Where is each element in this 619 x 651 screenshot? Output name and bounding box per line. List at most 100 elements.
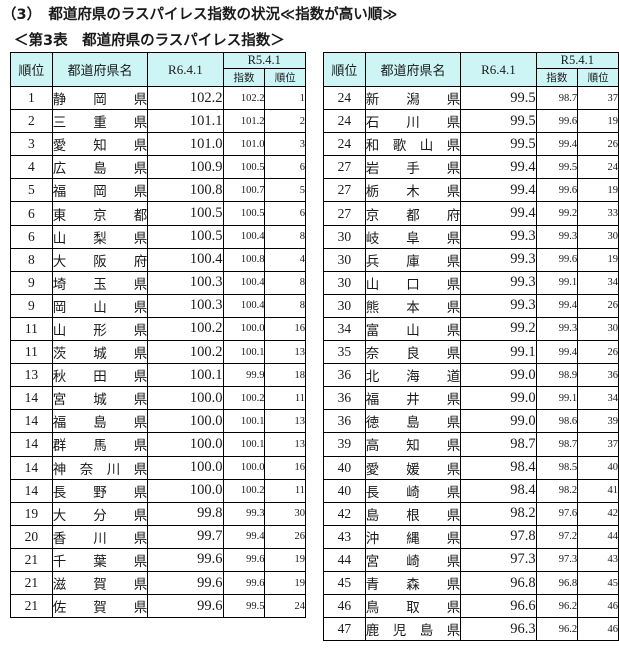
cell-current: 99.6 — [147, 570, 224, 596]
cell-prev-rank: 30 — [577, 224, 619, 249]
table-row: 35 奈 良 県 99.1 99.4 26 — [323, 340, 619, 365]
cell-prefecture: 山 形 県 — [51, 316, 149, 342]
table-row: 42 島 根 県 98.2 97.6 42 — [323, 501, 619, 526]
cell-prefecture: 滋 賀 県 — [51, 570, 149, 596]
cell-current: 98.7 — [460, 432, 537, 457]
cell-prev-rank: 26 — [264, 524, 306, 549]
cell-prefecture: 香 川 県 — [51, 524, 149, 549]
cell-prefecture: 埼 玉 県 — [51, 270, 149, 295]
cell-rank: 20 — [10, 524, 53, 549]
cell-prev-index: 100.1 — [222, 409, 266, 434]
cell-rank: 21 — [10, 547, 53, 572]
cell-prev-index: 100.8 — [222, 247, 266, 272]
cell-rank: 27 — [323, 178, 366, 203]
table-row: 36 徳 島 県 99.0 98.6 39 — [323, 409, 619, 434]
cell-prefecture: 山 口 県 — [364, 270, 462, 295]
cell-current: 100.8 — [147, 178, 224, 203]
cell-prefecture: 福 島 県 — [51, 409, 149, 434]
cell-prev-index: 97.6 — [535, 501, 579, 526]
cell-current: 99.0 — [460, 409, 537, 434]
cell-current: 99.5 — [460, 132, 537, 157]
table-row: 30 岐 阜 県 99.3 99.3 30 — [323, 224, 619, 249]
cell-prefecture: 愛 媛 県 — [364, 455, 462, 480]
cell-current: 97.8 — [460, 524, 537, 549]
cell-rank: 39 — [323, 432, 366, 457]
table-header-right: 順位 都道府県名 R6.4.1 R5.4.1 指数 順位 — [323, 52, 619, 87]
cell-prefecture: 栃 木 県 — [364, 178, 462, 203]
cell-prev-index: 99.5 — [535, 155, 579, 180]
cell-prefecture: 山 梨 県 — [51, 224, 149, 249]
cell-prev-index: 99.6 — [222, 547, 266, 572]
cell-current: 99.0 — [460, 386, 537, 411]
table-row: 27 岩 手 県 99.4 99.5 24 — [323, 155, 619, 180]
cell-prev-rank: 11 — [264, 386, 306, 411]
cell-prev-index: 99.3 — [535, 316, 579, 342]
cell-prefecture: 三 重 県 — [51, 109, 149, 134]
cell-prev-rank: 5 — [264, 178, 306, 203]
cell-prev-rank: 46 — [577, 617, 619, 642]
table-row: 47 鹿 児 島 県 96.3 96.2 46 — [323, 617, 619, 642]
cell-prev-index: 100.7 — [222, 178, 266, 203]
cell-prev-index: 98.6 — [535, 409, 579, 434]
cell-prev-rank: 24 — [577, 155, 619, 180]
cell-prev-rank: 30 — [577, 316, 619, 342]
cell-prev-index: 99.4 — [535, 132, 579, 157]
cell-prev-index: 100.1 — [222, 432, 266, 457]
table-row: 14 宮 城 県 100.0 100.2 11 — [10, 386, 306, 411]
cell-prev-rank: 18 — [264, 363, 306, 388]
col-header-rank: 順位 — [10, 52, 53, 87]
cell-prev-rank: 39 — [577, 409, 619, 434]
cell-prev-index: 98.5 — [535, 455, 579, 480]
cell-prev-rank: 19 — [264, 547, 306, 572]
cell-prev-rank: 37 — [577, 432, 619, 457]
cell-current: 99.8 — [147, 501, 224, 526]
cell-rank: 14 — [10, 386, 53, 411]
cell-prefecture: 石 川 県 — [364, 109, 462, 134]
cell-prev-index: 98.2 — [535, 478, 579, 503]
cell-current: 101.1 — [147, 109, 224, 134]
cell-prefecture: 茨 城 県 — [51, 340, 149, 365]
cell-prefecture: 宮 崎 県 — [364, 547, 462, 572]
cell-prefecture: 富 山 県 — [364, 316, 462, 342]
cell-current: 96.6 — [460, 594, 537, 619]
table-row: 30 山 口 県 99.3 99.1 34 — [323, 270, 619, 295]
cell-rank: 40 — [323, 455, 366, 480]
cell-rank: 14 — [10, 455, 53, 480]
cell-prefecture: 北 海 道 — [364, 363, 462, 388]
cell-prev-rank: 30 — [264, 501, 306, 526]
cell-rank: 36 — [323, 386, 366, 411]
cell-prev-rank: 2 — [264, 109, 306, 134]
cell-prefecture: 高 知 県 — [364, 432, 462, 457]
cell-current: 100.4 — [147, 247, 224, 272]
table-row: 21 千 葉 県 99.6 99.6 19 — [10, 547, 306, 572]
cell-prefecture: 群 馬 県 — [51, 432, 149, 457]
cell-prev-rank: 6 — [264, 201, 306, 226]
cell-rank: 30 — [323, 270, 366, 295]
col-header-current-year: R6.4.1 — [460, 52, 537, 87]
cell-rank: 36 — [323, 363, 366, 388]
col-header-prev-rank: 順位 — [577, 68, 619, 87]
cell-current: 99.3 — [460, 224, 537, 249]
table-row: 43 沖 縄 県 97.8 97.2 44 — [323, 524, 619, 549]
cell-prefecture: 鹿 児 島 県 — [364, 617, 462, 642]
table-row: 34 富 山 県 99.2 99.3 30 — [323, 316, 619, 342]
cell-prefecture: 大 阪 府 — [51, 247, 149, 272]
cell-rank: 8 — [10, 247, 53, 272]
cell-rank: 24 — [323, 132, 366, 157]
cell-rank: 21 — [10, 570, 53, 596]
cell-rank: 11 — [10, 340, 53, 365]
cell-prev-index: 99.1 — [535, 386, 579, 411]
cell-rank: 47 — [323, 617, 366, 642]
cell-rank: 24 — [323, 109, 366, 134]
cell-prefecture: 岡 山 県 — [51, 293, 149, 318]
cell-rank: 34 — [323, 316, 366, 342]
cell-prev-rank: 45 — [577, 570, 619, 596]
cell-prefecture: 千 葉 県 — [51, 547, 149, 572]
cell-prev-rank: 8 — [264, 293, 306, 318]
cell-rank: 13 — [10, 363, 53, 388]
